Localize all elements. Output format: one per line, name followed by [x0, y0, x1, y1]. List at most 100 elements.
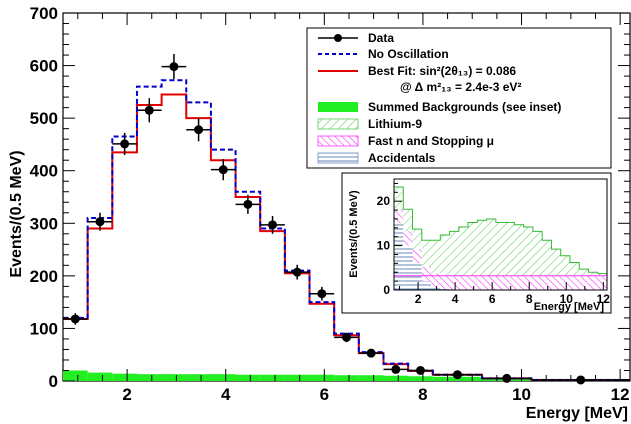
legend-acc-label: Accidentals: [368, 151, 436, 165]
inset-y-tick-label: 0: [383, 283, 390, 297]
inset-frame: [393, 178, 608, 291]
data-point: [317, 289, 327, 299]
inset-plot-area: 0 10 20 2 4 6 8 10 12: [377, 182, 611, 306]
inset-fastn-bar: [514, 275, 524, 290]
inset-fastn-bar: [440, 274, 450, 290]
bkg-bar: [284, 374, 310, 381]
legend-fastn-label: Fast n and Stopping μ: [368, 134, 494, 148]
data-point: [342, 332, 351, 342]
legend-data-label: Data: [368, 31, 394, 45]
data-point: [169, 62, 179, 72]
inset-fastn-bar: [495, 275, 506, 290]
inset-li9-bar: [495, 222, 506, 276]
inset-li9-bar: [421, 240, 432, 267]
inset-chart: 0 10 20 2 4 6 8 10 12 Energy [MeV] Events/(0.5 M…: [341, 172, 612, 314]
y-tick-label: 700: [30, 4, 58, 23]
inset-acc-bar: [394, 223, 404, 290]
x-tick-label: 6: [320, 385, 329, 404]
inset-li9-bar: [532, 231, 543, 276]
inset-x-tick-label: 10: [560, 292, 574, 306]
bkg-bar: [383, 375, 409, 381]
inset-x-tick-label: 4: [452, 292, 459, 306]
inset-y-axis-title: Events/(0.5 MeV): [348, 190, 360, 278]
inset-acc-bar: [412, 263, 422, 290]
inset-fastn-bar: [449, 275, 459, 290]
inset-li9-bar: [514, 224, 524, 276]
bkg-bar: [63, 370, 88, 381]
inset-li9-bar: [551, 249, 561, 276]
data-point: [218, 165, 228, 175]
y-tick-label: 0: [49, 372, 58, 391]
data-point: [452, 370, 462, 380]
legend-data-marker: [334, 34, 342, 42]
data-point: [502, 373, 512, 383]
inset-fastn-bar: [588, 275, 598, 290]
inset-li9-bar: [394, 186, 404, 210]
inset-fastn-bar: [569, 275, 580, 290]
data-point: [194, 125, 204, 135]
inset-li9-bar: [523, 226, 533, 276]
inset-li9-bar: [505, 222, 515, 276]
inset-fastn-bar: [431, 273, 441, 288]
x-tick-label: 4: [221, 385, 231, 404]
y-tick-label: 200: [30, 267, 58, 286]
inset-li9-bar: [458, 226, 469, 276]
bkg-bar: [87, 372, 113, 381]
y-tick-label: 100: [30, 319, 58, 338]
inset-x-tick-label: 12: [597, 292, 611, 306]
inset-li9-bar: [486, 218, 496, 276]
inset-li9-bar: [412, 229, 422, 250]
data-point: [391, 364, 401, 374]
bkg-bar: [186, 374, 211, 381]
inset-fastn-bar: [421, 266, 432, 282]
bkg-bar: [235, 374, 261, 381]
legend-fastn-swatch: [317, 135, 359, 147]
inset-li9-bar: [449, 231, 459, 276]
data-point: [415, 365, 425, 375]
inset-fastn-bar: [394, 209, 404, 224]
inset-li9-bar: [403, 209, 413, 232]
bkg-bar: [112, 373, 137, 381]
inset-acc-bar: [431, 287, 441, 290]
x-tick-label: 12: [611, 385, 630, 404]
legend-acc-swatch: [317, 152, 359, 164]
inset-x-axis-title: Energy [MeV]: [534, 301, 605, 313]
main-y-axis-title: Events/(0.5 MeV): [8, 150, 25, 277]
inset-y-tick-label: 10: [377, 239, 391, 253]
data-point: [243, 199, 253, 209]
inset-li9-bar: [468, 222, 478, 276]
inset-li9-bar: [569, 262, 580, 276]
inset-li9-outline: [394, 186, 607, 275]
inset-fastn-bar: [505, 275, 515, 290]
x-tick-label: 10: [512, 385, 531, 404]
inset-fastn-bar: [532, 275, 543, 290]
inset-y-tick-label: 20: [377, 194, 391, 208]
inset-x-tick-label: 8: [526, 292, 533, 306]
inset-fastn-bar: [523, 275, 533, 290]
inset-fastn-bar: [579, 275, 589, 290]
data-point: [70, 314, 80, 324]
inset-acc-bar: [403, 245, 413, 290]
data-point: [144, 105, 154, 115]
legend-no-osc-label: No Oscillation: [368, 47, 449, 61]
legend-best-fit-label: Best Fit: sin²(2θ₁₃) = 0.086: [368, 64, 516, 78]
bkg-bar: [210, 374, 236, 381]
inset-fastn-bar: [458, 275, 469, 290]
inset-li9-bar: [440, 234, 450, 275]
inset-fastn-bar: [468, 275, 478, 290]
inset-fastn-bar: [412, 249, 422, 264]
inset-x-tick-label: 6: [489, 292, 496, 306]
x-tick-label: 2: [122, 385, 131, 404]
bkg-bar: [358, 375, 384, 381]
inset-fastn-bar: [477, 275, 487, 290]
data-point: [268, 220, 278, 230]
data-point: [95, 217, 105, 227]
inset-li9-bar: [597, 273, 607, 276]
inset-fastn-bar: [403, 231, 413, 246]
data-point: [576, 375, 586, 385]
legend-li9-label: Lithium-9: [368, 117, 422, 131]
legend-li9-swatch: [317, 118, 359, 130]
data-point: [120, 139, 130, 149]
data-point: [366, 348, 376, 358]
